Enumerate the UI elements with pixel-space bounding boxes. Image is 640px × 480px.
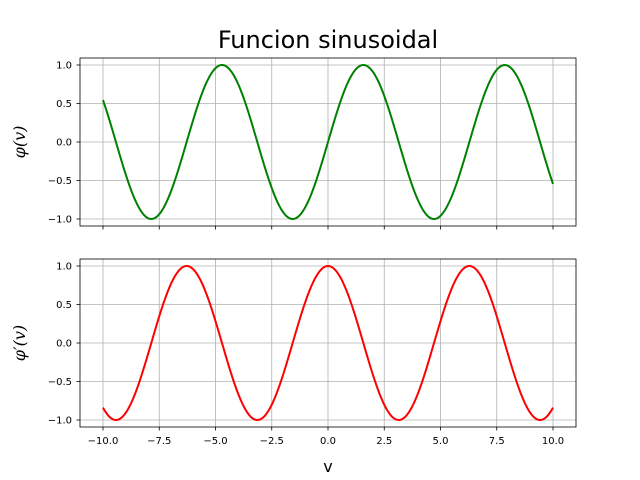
subplot-2: 1.0 0.5 0.0 −0.5 −1.0 −10.0 −7.5 −5.0 −2.5 0.0 2.5… bbox=[10, 258, 577, 447]
y-tick-label: −1.0 bbox=[48, 215, 72, 226]
y-tick-label: 0.0 bbox=[56, 339, 72, 350]
x-tick-label: −10.0 bbox=[88, 436, 119, 447]
x-tick-label: 10.0 bbox=[542, 436, 564, 447]
x-axis-label: v bbox=[323, 457, 332, 476]
x-tick-label: 0.0 bbox=[320, 436, 336, 447]
y-tick-label: 1.0 bbox=[56, 61, 72, 72]
x-tick-label: 5.0 bbox=[433, 436, 449, 447]
y-tick-label: 1.0 bbox=[56, 262, 72, 273]
series-line-1 bbox=[102, 63, 554, 221]
y-tick-label: −0.5 bbox=[48, 377, 72, 388]
y-tick-label: −0.5 bbox=[48, 176, 72, 187]
subplot-1: 1.0 0.5 0.0 −0.5 −1.0 φ(v) bbox=[10, 57, 577, 230]
y-tick-label: 0.5 bbox=[56, 99, 72, 110]
x-tick-label: 7.5 bbox=[489, 436, 505, 447]
series-line-2 bbox=[102, 264, 554, 422]
plots-area: 1.0 0.5 0.0 −0.5 −1.0 φ(v) 1.0 0.5 0.0 −0.5 −1.0 −1… bbox=[10, 57, 577, 447]
x-tick-label: −5.0 bbox=[203, 436, 227, 447]
y-axis-label-2: φ′(v) bbox=[10, 325, 29, 361]
x-tick-label: 2.5 bbox=[376, 436, 392, 447]
x-tick-label: −7.5 bbox=[147, 436, 171, 447]
x-tick-label: −2.5 bbox=[260, 436, 284, 447]
y-tick-label: −1.0 bbox=[48, 416, 72, 427]
y-tick-label: 0.5 bbox=[56, 300, 72, 311]
y-tick-label: 0.0 bbox=[56, 138, 72, 149]
chart-title: Funcion sinusoidal bbox=[218, 26, 438, 54]
y-axis-label-1: φ(v) bbox=[10, 126, 29, 159]
